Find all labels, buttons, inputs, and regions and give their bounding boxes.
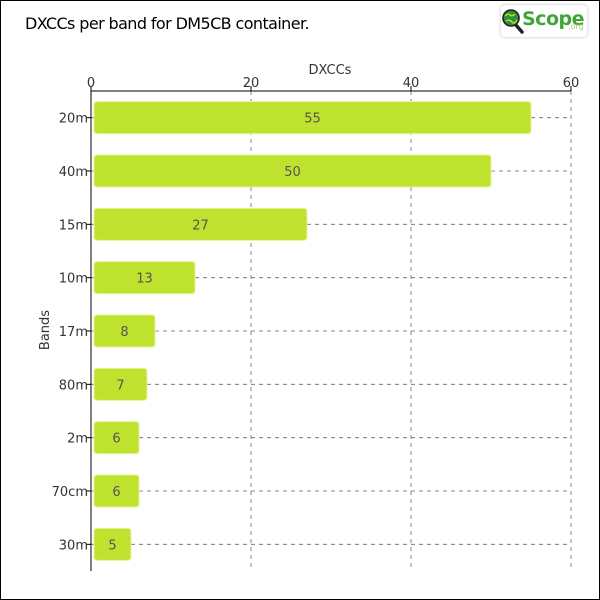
- bar-value-label: 6: [112, 485, 120, 500]
- logo-suffix: .org: [568, 22, 584, 31]
- bar: [93, 421, 140, 455]
- x-tick-label: 40: [403, 76, 420, 91]
- category-label: 10m: [59, 272, 88, 287]
- bar: [93, 367, 148, 401]
- category-label: 80m: [59, 378, 88, 393]
- bar-value-label: 6: [112, 432, 120, 447]
- logo: Scope .org: [501, 5, 587, 37]
- bar-value-label: 8: [120, 325, 128, 340]
- bar: [93, 101, 532, 135]
- magnifier-globe-icon: [502, 9, 524, 34]
- bar-value-label: 55: [304, 112, 321, 127]
- category-label: 2m: [67, 432, 88, 447]
- category-label: 20m: [59, 112, 88, 127]
- logo-text: Scope: [522, 8, 585, 30]
- bar: [93, 261, 196, 295]
- y-axis-label: Bands: [38, 310, 53, 350]
- bar-value-label: 13: [136, 272, 153, 287]
- bar: [93, 207, 308, 241]
- bar: [93, 314, 156, 348]
- chart-title: DXCCs per band for DM5CB container.: [25, 14, 310, 33]
- x-tick-label: 60: [563, 76, 580, 91]
- category-label: 17m: [59, 325, 88, 340]
- bar: [93, 527, 132, 561]
- x-axis-label: DXCCs: [309, 63, 352, 78]
- category-label: 30m: [59, 538, 88, 553]
- axes: 0 20 40 60 20m 40m 15m 10m 17m 80m 2m 70cm 30m: [52, 76, 580, 571]
- bar: [93, 474, 140, 508]
- bar-value-label: 27: [192, 218, 209, 233]
- x-tick-label: 0: [87, 76, 95, 91]
- bar-value-label: 5: [108, 538, 116, 553]
- bar-value-label: 50: [284, 165, 301, 180]
- x-tick-label: 20: [243, 76, 260, 91]
- bars: 55 50 27 13 8 7 6 6 5: [93, 101, 532, 561]
- bar-value-label: 7: [116, 378, 124, 393]
- category-label: 15m: [59, 218, 88, 233]
- bar: [93, 154, 492, 188]
- category-label: 70cm: [52, 485, 88, 500]
- category-label: 40m: [59, 165, 88, 180]
